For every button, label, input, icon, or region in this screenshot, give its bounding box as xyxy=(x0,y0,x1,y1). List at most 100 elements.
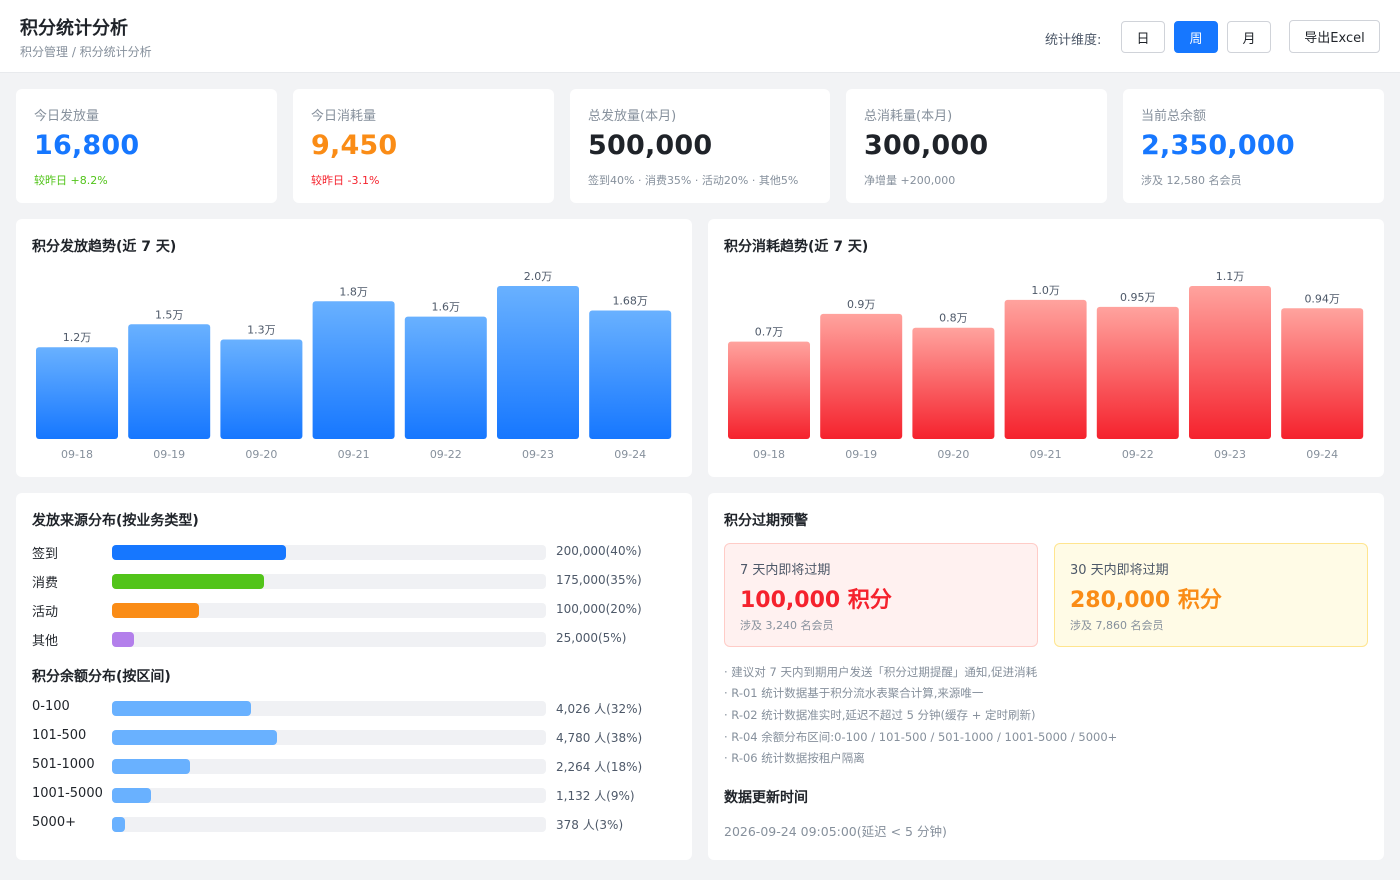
source_dist-row: 活动 100,000(20%) xyxy=(32,599,672,620)
x-tick-label: 09-19 xyxy=(153,448,185,461)
chart-bar[interactable] xyxy=(728,341,810,439)
balance_dist-track xyxy=(112,788,546,803)
chart-bar[interactable] xyxy=(589,310,672,439)
chart-bar[interactable] xyxy=(404,316,487,439)
x-tick-label: 09-19 xyxy=(845,448,877,461)
balance_dist-row: 1001-5000 1,132 人(9%) xyxy=(32,784,672,804)
balance_dist-track xyxy=(112,701,546,716)
source_dist-track xyxy=(112,603,546,618)
x-tick-label: 09-18 xyxy=(61,448,93,461)
balance_dist-label: 1001-5000 xyxy=(32,786,103,801)
dimension-week-button[interactable]: 周 xyxy=(1174,21,1218,53)
x-tick-label: 09-22 xyxy=(1122,448,1154,461)
kpi-label: 今日消耗量 xyxy=(311,109,377,124)
x-tick-label: 09-24 xyxy=(614,448,646,461)
balance_dist-label: 101-500 xyxy=(32,728,87,743)
source_dist-label: 签到 xyxy=(32,547,59,562)
balance_dist-label: 0-100 xyxy=(32,699,70,714)
balance_dist-bar xyxy=(112,817,126,832)
expiry-note: · R-06 统计数据按租户隔离 xyxy=(724,751,865,765)
chart-bar[interactable] xyxy=(912,327,995,439)
source_dist-value: 25,000(5%) xyxy=(556,631,627,645)
kpi-label: 今日发放量 xyxy=(34,109,100,124)
kpi-card-month-consumed: 总消耗量(本月) 300,000 净增量 +200,000 xyxy=(846,89,1107,203)
bar-value-label: 1.5万 xyxy=(155,308,184,321)
update-time-value: 2026-09-24 09:05:00(延迟 < 5 分钟) xyxy=(724,824,947,839)
consume-trend-title: 积分消耗趋势(近 7 天) xyxy=(724,239,869,255)
balance_dist-label: 5000+ xyxy=(32,815,76,830)
balance_dist-row: 101-500 4,780 人(38%) xyxy=(32,726,672,746)
source_dist-bar xyxy=(112,603,199,618)
dimension-month-button[interactable]: 月 xyxy=(1227,21,1271,53)
bar-value-label: 0.9万 xyxy=(847,298,876,311)
page-header: 积分统计分析 积分管理 / 积分统计分析 统计维度: 日 周 月 导出Excel xyxy=(0,0,1400,73)
bar-value-label: 1.1万 xyxy=(1216,270,1245,283)
kpi-sub: 签到40% · 消费35% · 活动20% · 其他5% xyxy=(588,174,799,187)
chart-bar[interactable] xyxy=(1189,286,1271,439)
consume-trend-chart: 0.7万 09-18 0.9万 09-19 0.8万 09-20 1.0万 09-21 0.95… xyxy=(728,270,1364,461)
chart-bar[interactable] xyxy=(128,324,211,439)
expiry-note: · R-04 余额分布区间:0-100 / 101-500 / 501-1000… xyxy=(724,730,1118,744)
consume-trend-card: 积分消耗趋势(近 7 天) 0.7万 09-18 0.9万 09-19 0.8万 09-2… xyxy=(708,219,1384,477)
bar-value-label: 1.68万 xyxy=(612,294,648,307)
chart-bar[interactable] xyxy=(1281,308,1364,439)
balance_dist-bar xyxy=(112,701,251,716)
page-title: 积分统计分析 xyxy=(20,18,128,39)
x-tick-label: 09-21 xyxy=(338,448,370,461)
source_dist-bar xyxy=(112,632,134,647)
kpi-card-today-consumed: 今日消耗量 9,450 较昨日 -3.1% xyxy=(293,89,554,203)
chart-bar[interactable] xyxy=(36,347,118,439)
bar-value-label: 0.7万 xyxy=(755,326,784,339)
source_dist-track xyxy=(112,632,546,647)
x-tick-label: 09-20 xyxy=(245,448,277,461)
balance_dist-value: 4,780 人(38%) xyxy=(556,731,643,745)
update-time-title: 数据更新时间 xyxy=(724,790,808,806)
x-tick-label: 09-24 xyxy=(1306,448,1338,461)
dimension-day-button[interactable]: 日 xyxy=(1121,21,1165,53)
source_dist-label: 其他 xyxy=(32,634,59,649)
balance_dist-track xyxy=(112,759,546,774)
x-tick-label: 09-20 xyxy=(937,448,969,461)
balance_dist-value: 1,132 人(9%) xyxy=(556,789,635,803)
export-excel-button[interactable]: 导出Excel xyxy=(1289,20,1380,53)
source_dist-value: 175,000(35%) xyxy=(556,573,642,587)
balance_dist-row: 501-1000 2,264 人(18%) xyxy=(32,755,672,775)
balance_dist-track xyxy=(112,817,546,832)
expiry-30day-label: 30 天内即将过期 xyxy=(1070,563,1169,578)
source_dist-track xyxy=(112,545,546,560)
bar-value-label: 1.6万 xyxy=(432,301,461,314)
chart-bar[interactable] xyxy=(220,339,303,439)
distribution-card: 发放来源分布(按业务类型) 积分余额分布(按区间) 签到 200,000(40%)… xyxy=(16,493,692,860)
chart-bar[interactable] xyxy=(1004,299,1087,439)
chart-bar[interactable] xyxy=(497,286,579,439)
x-tick-label: 09-23 xyxy=(522,448,554,461)
bar-value-label: 0.8万 xyxy=(939,312,968,325)
expiry-title: 积分过期预警 xyxy=(724,513,808,529)
bar-value-label: 1.3万 xyxy=(247,324,276,337)
issue-trend-chart: 1.2万 09-18 1.5万 09-19 1.3万 09-20 1.8万 09-21 1.6万… xyxy=(36,270,672,461)
expiry-7day-sub: 涉及 3,240 名会员 xyxy=(740,619,834,632)
chart-bar[interactable] xyxy=(1096,306,1179,439)
source_dist-row: 签到 200,000(40%) xyxy=(32,541,672,562)
kpi-value: 500,000 xyxy=(588,130,713,161)
balance_dist-value: 378 人(3%) xyxy=(556,818,624,832)
kpi-card-total-balance: 当前总余额 2,350,000 涉及 12,580 名会员 xyxy=(1123,89,1384,203)
chart-bar[interactable] xyxy=(312,301,395,439)
kpi-card-month-issued: 总发放量(本月) 500,000 签到40% · 消费35% · 活动20% ·… xyxy=(570,89,830,203)
kpi-sub: 涉及 12,580 名会员 xyxy=(1141,174,1242,187)
bar-value-label: 2.0万 xyxy=(524,270,553,283)
kpi-value: 9,450 xyxy=(311,130,398,161)
balance_dist-bar xyxy=(112,759,191,774)
x-tick-label: 09-18 xyxy=(753,448,785,461)
source_dist-row: 其他 25,000(5%) xyxy=(32,628,672,649)
source-dist-title: 发放来源分布(按业务类型) xyxy=(32,513,199,529)
kpi-value: 16,800 xyxy=(34,130,140,161)
chart-bar[interactable] xyxy=(820,313,903,439)
balance_dist-bar xyxy=(112,730,277,745)
kpi-label: 当前总余额 xyxy=(1141,109,1207,124)
bar-value-label: 0.94万 xyxy=(1304,292,1340,305)
balance_dist-track xyxy=(112,730,546,745)
breadcrumb[interactable]: 积分管理 / 积分统计分析 xyxy=(20,45,152,59)
x-tick-label: 09-22 xyxy=(430,448,462,461)
source_dist-label: 活动 xyxy=(32,605,59,620)
